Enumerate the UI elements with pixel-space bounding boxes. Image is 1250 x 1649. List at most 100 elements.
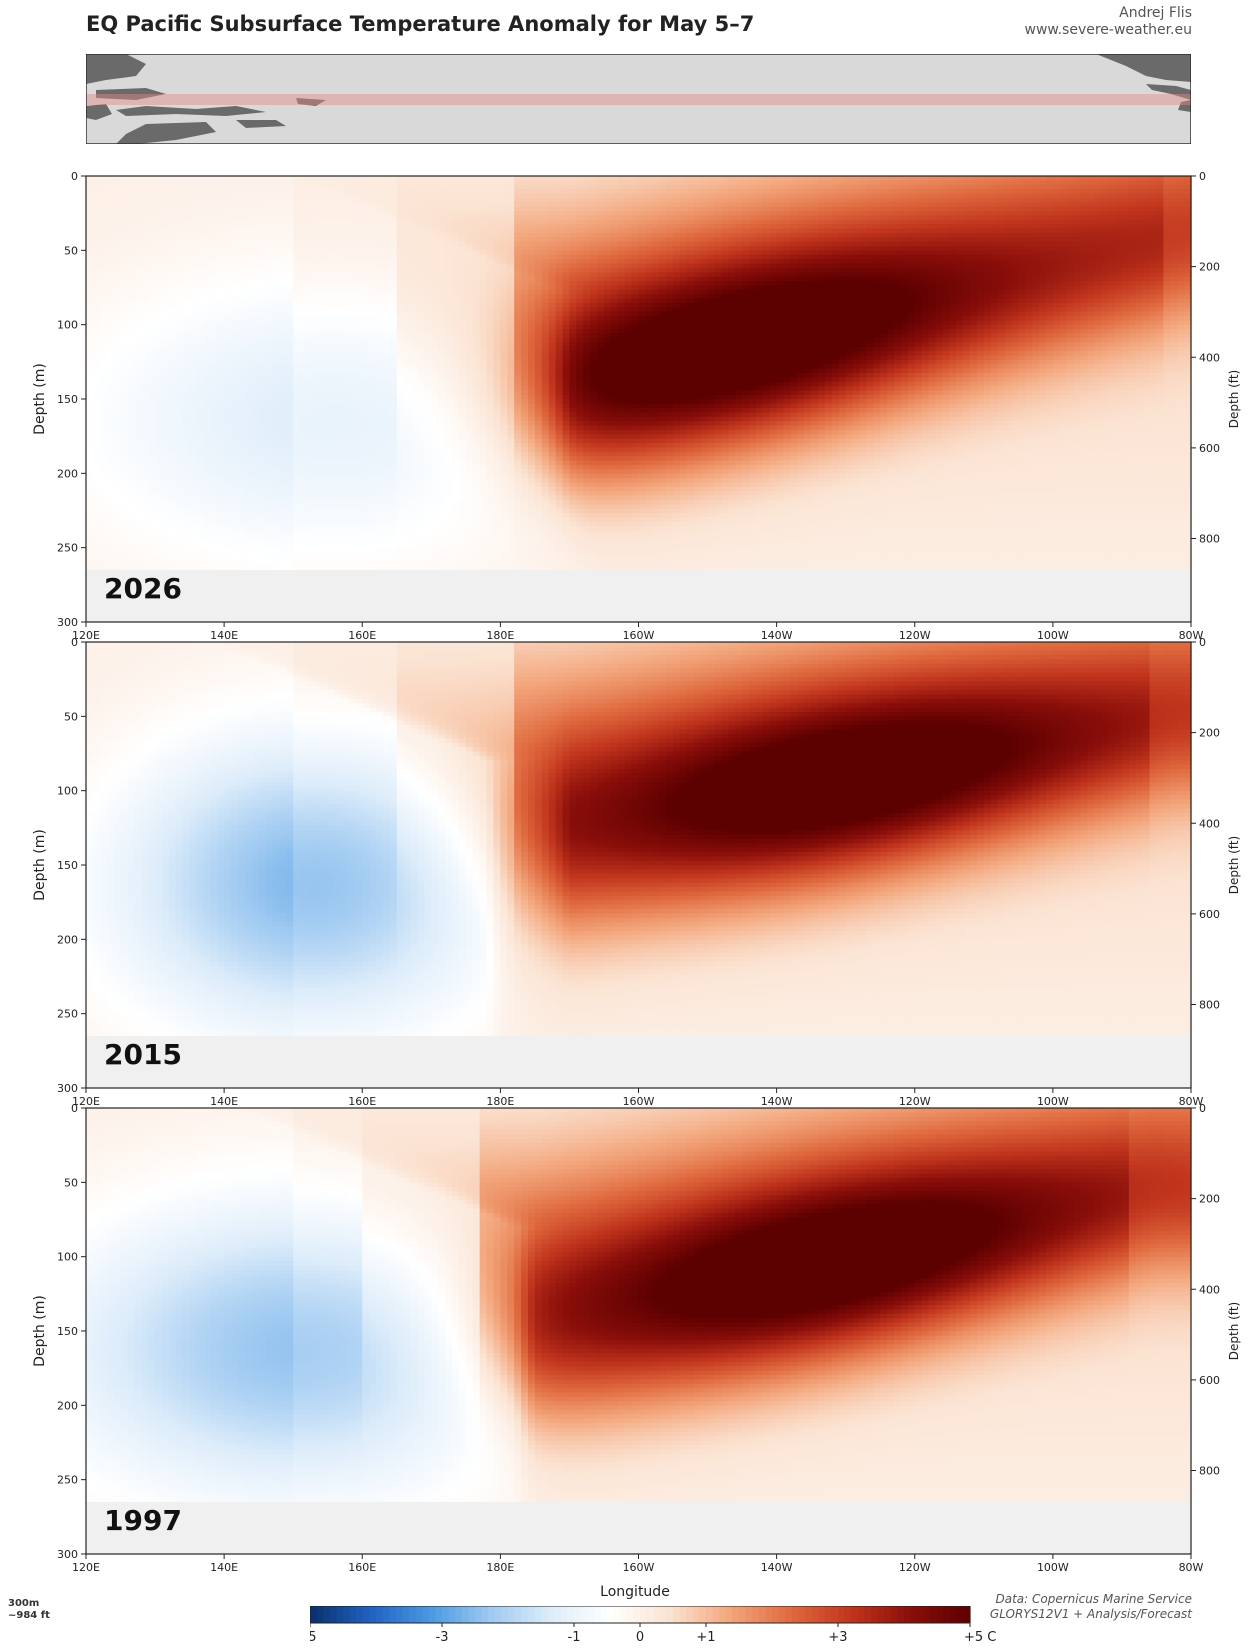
y-ft-tick-label-800: 800 <box>1199 533 1220 546</box>
x-tick-label-80W: 80W <box>1179 629 1204 642</box>
y-ft-tick-label-600: 600 <box>1199 908 1220 921</box>
y-tick-label-200: 200 <box>57 1399 78 1412</box>
source-line-2: GLORYS12V1 + Analysis/Forecast <box>990 1607 1192 1622</box>
depth-note-m: 300m <box>8 1598 50 1610</box>
heatmap-1997: 0 50 100 150 200 250 300 Depth (m) 0 200 400 600 800… <box>32 1102 1241 1574</box>
x-tick-label-160E: 160E <box>348 1561 376 1574</box>
panel-2015: 0 50 100 150 200 250 300 Depth (m) 0 200 400 600 800… <box>0 636 1250 1112</box>
x-tick-label-180E: 180E <box>486 1095 514 1108</box>
y-ft-tick-label-200: 200 <box>1199 1193 1220 1206</box>
y-axis-label-right: Depth (ft) <box>1227 1302 1241 1360</box>
x-tick-label-120E: 120E <box>72 629 100 642</box>
y-tick-label-300: 300 <box>57 1082 78 1095</box>
year-label-2015: 2015 <box>104 1038 182 1071</box>
y-ft-tick-label-200: 200 <box>1199 727 1220 740</box>
source-line-1: Data: Copernicus Marine Service <box>990 1592 1193 1607</box>
x-tick-label-80W: 80W <box>1179 1561 1204 1574</box>
y-axis-label: Depth (m) <box>32 363 48 435</box>
heatmap-cells <box>86 176 1192 571</box>
x-tick-label-100W: 100W <box>1037 1095 1069 1108</box>
y-ft-tick-label-400: 400 <box>1199 817 1220 830</box>
colorbar-tick-label: +1 <box>696 1630 715 1645</box>
x-tick-label-140E: 140E <box>210 629 238 642</box>
chart-title: EQ Pacific Subsurface Temperature Anomal… <box>86 12 754 36</box>
author-name: Andrej Flis <box>1025 5 1192 22</box>
heatmap-2015: 0 50 100 150 200 250 300 Depth (m) 0 200 400 600 800… <box>32 636 1241 1108</box>
colorbar-gradient <box>310 1606 971 1623</box>
y-tick-label-300: 300 <box>57 1548 78 1561</box>
colorbar-tick-label: -1 <box>568 1630 581 1645</box>
y-axis-label: Depth (m) <box>32 1295 48 1367</box>
x-tick-label-160W: 160W <box>623 1561 655 1574</box>
y-tick-label-150: 150 <box>57 393 78 406</box>
y-tick-label-50: 50 <box>64 244 78 257</box>
panel-2026: 0 50 100 150 200 250 300 Depth (m) 0 200 400 600 800… <box>0 170 1250 646</box>
y-tick-label-100: 100 <box>57 319 78 332</box>
landmass-shapes <box>86 54 1191 144</box>
x-tick-label-180E: 180E <box>486 1561 514 1574</box>
y-ft-tick-label-800: 800 <box>1199 1465 1220 1478</box>
y-tick-label-50: 50 <box>64 710 78 723</box>
y-tick-label-300: 300 <box>57 616 78 629</box>
author-credit: Andrej Flis www.severe-weather.eu <box>1025 5 1192 39</box>
colorbar-tick-label: +3 <box>828 1630 847 1645</box>
x-tick-label-120E: 120E <box>72 1095 100 1108</box>
no-data-region <box>86 1501 1191 1554</box>
y-tick-label-0: 0 <box>71 170 78 183</box>
x-tick-label-100W: 100W <box>1037 1561 1069 1574</box>
x-tick-label-140W: 140W <box>761 1561 793 1574</box>
y-tick-label-150: 150 <box>57 1325 78 1338</box>
heatmap-2026: 0 50 100 150 200 250 300 Depth (m) 0 200 400 600 800… <box>32 170 1241 642</box>
y-ft-tick-label-400: 400 <box>1199 351 1220 364</box>
colorbar-tick-label: -5 <box>310 1630 316 1645</box>
year-label-1997: 1997 <box>104 1504 182 1537</box>
y-ft-tick-label-0: 0 <box>1199 636 1206 649</box>
data-source: Data: Copernicus Marine Service GLORYS12… <box>990 1592 1192 1622</box>
y-tick-label-150: 150 <box>57 859 78 872</box>
y-tick-label-100: 100 <box>57 785 78 798</box>
y-tick-label-0: 0 <box>71 636 78 649</box>
y-ft-tick-label-400: 400 <box>1199 1283 1220 1296</box>
pacific-inset-map <box>86 54 1191 144</box>
x-tick-label-120E: 120E <box>72 1561 100 1574</box>
colorbar: -5 -3 -1 0 +1 +3 +5 C <box>310 1606 996 1645</box>
year-label-2026: 2026 <box>104 572 182 605</box>
y-ft-tick-label-800: 800 <box>1199 999 1220 1012</box>
y-tick-label-200: 200 <box>57 467 78 480</box>
y-ft-tick-label-600: 600 <box>1199 1374 1220 1387</box>
x-tick-label-160E: 160E <box>348 1095 376 1108</box>
x-tick-label-120W: 120W <box>899 629 931 642</box>
x-tick-label-100W: 100W <box>1037 629 1069 642</box>
x-tick-label-120W: 120W <box>899 1095 931 1108</box>
y-tick-label-250: 250 <box>57 542 78 555</box>
x-tick-label-140E: 140E <box>210 1095 238 1108</box>
colorbar-tick-label: -3 <box>436 1630 449 1645</box>
website-link[interactable]: www.severe-weather.eu <box>1025 22 1192 39</box>
y-ft-tick-label-0: 0 <box>1199 1102 1206 1115</box>
heatmap-cells <box>86 1108 1192 1503</box>
y-axis-label-right: Depth (ft) <box>1227 836 1241 894</box>
no-data-region <box>86 569 1191 622</box>
y-axis-label-right: Depth (ft) <box>1227 370 1241 428</box>
x-tick-label-160W: 160W <box>623 1095 655 1108</box>
colorbar-tick-label: 0 <box>636 1630 644 1645</box>
equatorial-band <box>86 94 1191 105</box>
y-tick-label-250: 250 <box>57 1008 78 1021</box>
x-tick-label-160W: 160W <box>623 629 655 642</box>
y-tick-label-250: 250 <box>57 1474 78 1487</box>
colorbar-tick-label: +5 C <box>964 1630 996 1645</box>
x-tick-label-140W: 140W <box>761 629 793 642</box>
depth-note: 300m ~984 ft <box>8 1598 50 1622</box>
depth-note-ft: ~984 ft <box>8 1610 50 1622</box>
x-tick-label-120W: 120W <box>899 1561 931 1574</box>
x-tick-label-80W: 80W <box>1179 1095 1204 1108</box>
y-tick-label-50: 50 <box>64 1176 78 1189</box>
y-ft-tick-label-200: 200 <box>1199 261 1220 274</box>
no-data-region <box>86 1035 1191 1088</box>
y-tick-label-0: 0 <box>71 1102 78 1115</box>
panel-1997: 0 50 100 150 200 250 300 Depth (m) 0 200 400 600 800… <box>0 1102 1250 1578</box>
x-tick-label-140W: 140W <box>761 1095 793 1108</box>
x-tick-label-180E: 180E <box>486 629 514 642</box>
y-ft-tick-label-0: 0 <box>1199 170 1206 183</box>
y-tick-label-200: 200 <box>57 933 78 946</box>
